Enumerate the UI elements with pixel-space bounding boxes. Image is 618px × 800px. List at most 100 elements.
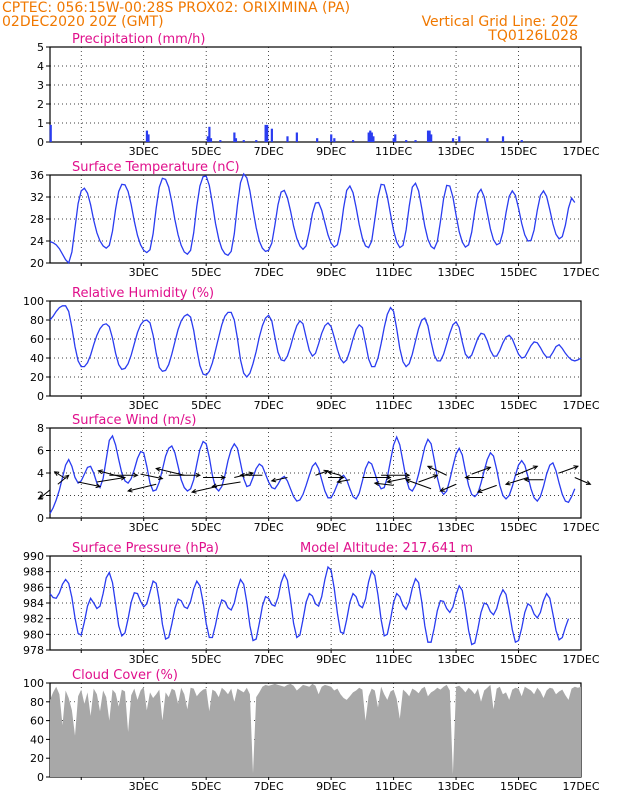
wind-arrow	[405, 478, 432, 490]
precipitation-bar	[242, 140, 245, 142]
temperature-ytick-label: 24	[30, 235, 44, 248]
cloud-cover-title: Cloud Cover (%)	[72, 668, 178, 683]
pressure-panel: 978 980 982 984 986 988 990 3DEC 5DEC 7DEC 9DEC 11D…	[23, 541, 600, 666]
temperature-xtick-label: 15DEC	[500, 266, 537, 279]
precipitation-bar	[295, 132, 298, 142]
wind-line	[49, 434, 576, 514]
precipitation-xtick-label: 3DEC	[129, 145, 159, 158]
precipitation-bar	[255, 140, 258, 142]
temperature-panel: 20 24 28 32 36 3DEC 5DEC 7DEC 9DEC 11DEC 13DEC 15DE…	[30, 160, 600, 279]
precipitation-bar	[286, 136, 289, 142]
wind-arrow	[439, 483, 457, 492]
humidity-ytick-label: 40	[30, 352, 44, 365]
precipitation-title: Precipitation (mm/h)	[72, 32, 205, 47]
precipitation-ytick-label: 3	[37, 79, 44, 92]
precipitation-bar	[428, 130, 431, 142]
wind-arrow	[381, 472, 411, 478]
precipitation-bar	[208, 126, 211, 142]
precipitation-bar	[426, 130, 430, 142]
pressure-model-altitude: Model Altitude: 217.641 m	[300, 541, 473, 556]
header-station: CPTEC: 056:15W-00:28S PROX02: ORIXIMINA …	[2, 0, 350, 16]
precipitation-bar	[333, 138, 336, 142]
precipitation-bar	[219, 140, 222, 142]
wind-arrow	[523, 477, 544, 483]
wind-xtick-label: 11DEC	[375, 521, 412, 534]
precipitation-bar	[451, 138, 455, 142]
humidity-xtick-label: 7DEC	[254, 399, 284, 412]
panels: 0 1 2 3 4 5 3DEC 5DEC 7DEC 9DEC 11DEC 13DEC 15DEC 17D…	[23, 32, 600, 793]
temperature-xtick-label: 9DEC	[316, 266, 346, 279]
humidity-ytick-label: 0	[37, 390, 44, 403]
cloud-cover-area	[50, 683, 581, 777]
humidity-xtick-label: 5DEC	[191, 399, 221, 412]
pressure-xtick-label: 15DEC	[500, 653, 537, 666]
header-model-id: TQ0126L028	[487, 28, 578, 44]
precipitation-xtick-label: 5DEC	[191, 145, 221, 158]
precipitation-bar	[351, 140, 355, 142]
humidity-line	[49, 305, 582, 379]
pressure-title: Surface Pressure (hPa)	[72, 541, 219, 556]
humidity-panel: 0 20 40 60 80 100 3DEC 5DEC 7DEC 9DEC 11DEC 13DEC 15…	[23, 286, 600, 412]
precipitation-xtick-label: 15DEC	[500, 145, 537, 158]
humidity-xtick-label: 13DEC	[438, 399, 475, 412]
wind-arrow	[515, 465, 539, 476]
temperature-xtick-label: 7DEC	[254, 266, 284, 279]
wind-arrow	[190, 486, 218, 494]
wind-arrow	[471, 466, 492, 475]
humidity-xtick-label: 15DEC	[500, 399, 537, 412]
temperature-xtick-label: 13DEC	[438, 266, 475, 279]
wind-xtick-label: 3DEC	[129, 521, 159, 534]
pressure-ytick-label: 978	[23, 644, 44, 657]
pressure-xtick-label: 17DEC	[562, 653, 599, 666]
humidity-ytick-label: 60	[30, 333, 44, 346]
precipitation-bar	[316, 138, 319, 142]
wind-arrow	[270, 477, 288, 483]
precipitation-bar	[369, 130, 372, 142]
precipitation-xtick-label: 7DEC	[254, 145, 284, 158]
wind-arrow	[38, 489, 51, 500]
precipitation-bar	[394, 134, 397, 142]
wind-arrow	[476, 484, 497, 494]
humidity-xtick-label: 9DEC	[316, 399, 346, 412]
wind-arrow	[57, 474, 70, 485]
cloud-cover-xtick-label: 17DEC	[562, 780, 599, 793]
pressure-xtick-label: 3DEC	[129, 653, 159, 666]
wind-arrow	[464, 475, 485, 480]
wind-ytick-label: 8	[37, 422, 44, 435]
precipitation-xtick-label: 13DEC	[438, 145, 475, 158]
wind-arrow	[97, 469, 124, 478]
wind-ytick-label: 4	[37, 467, 44, 480]
wind-arrow	[126, 483, 157, 493]
cloud-cover-panel: 0 20 40 60 80 100 3DEC 5DEC 7DEC 9DEC 11DEC 13DEC 15…	[23, 668, 600, 793]
temperature-xtick-label: 11DEC	[375, 266, 412, 279]
wind-arrow	[53, 471, 66, 480]
precipitation-bar	[430, 134, 433, 142]
precipitation-bar	[206, 136, 209, 142]
precipitation-bar	[392, 138, 395, 142]
precipitation-bar	[330, 134, 333, 142]
precipitation-bar	[501, 136, 505, 142]
humidity-xtick-label: 17DEC	[562, 399, 599, 412]
precipitation-bar	[209, 138, 213, 142]
cloud-cover-ytick-label: 20	[30, 752, 44, 765]
wind-xtick-label: 7DEC	[254, 521, 284, 534]
wind-arrow	[211, 481, 241, 489]
pressure-ytick-label: 982	[23, 613, 44, 626]
wind-title: Surface Wind (m/s)	[72, 413, 196, 428]
wind-xtick-label: 9DEC	[316, 521, 346, 534]
wind-arrow	[315, 469, 330, 476]
precipitation-bar	[266, 124, 269, 142]
precipitation-xtick-label: 9DEC	[316, 145, 346, 158]
precipitation-ytick-label: 1	[37, 117, 44, 130]
precipitation-bar	[458, 136, 461, 142]
wind-arrow	[155, 467, 185, 476]
wind-arrow	[78, 481, 102, 489]
precipitation-frame	[49, 46, 582, 143]
temperature-frame	[49, 174, 582, 264]
humidity-frame	[49, 300, 582, 397]
temperature-ytick-label: 32	[30, 191, 44, 204]
pressure-line	[49, 565, 570, 646]
wind-arrow	[239, 472, 263, 478]
cloud-cover-xtick-label: 13DEC	[438, 780, 475, 793]
pressure-ytick-label: 984	[23, 597, 44, 610]
